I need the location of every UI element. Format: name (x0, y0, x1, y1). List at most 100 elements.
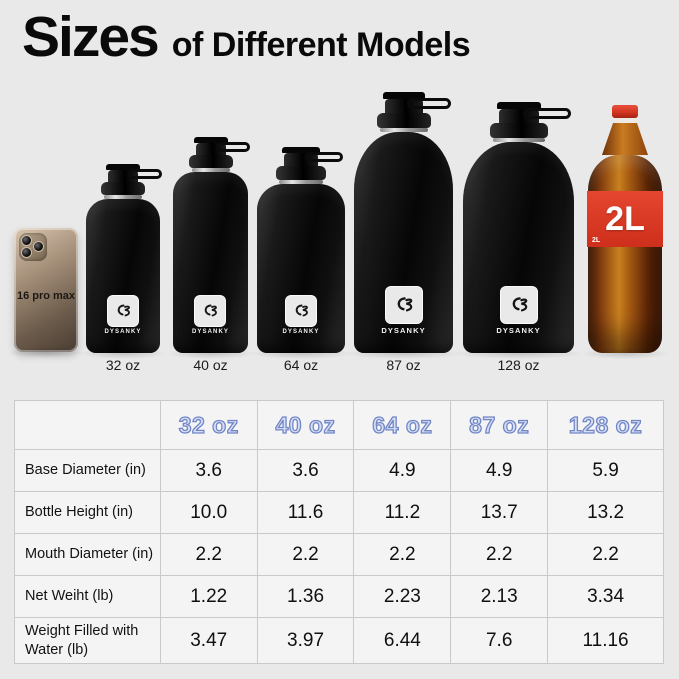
row-label: Weight Filled with Water (lb) (14, 617, 161, 664)
column-header-32-oz: 32 oz (159, 400, 258, 450)
spec-table-container: 32 oz 40 oz 64 oz 87 oz 128 oz Base Diameter… (14, 400, 664, 664)
brand-glyph-icon (205, 304, 218, 317)
shadow (582, 348, 668, 359)
camera-lens-icon (33, 241, 44, 252)
spec-table: 32 oz 40 oz 64 oz 87 oz 128 oz Base Diameter… (14, 400, 664, 664)
table-cell: 3.34 (547, 575, 664, 618)
bottle-lid (106, 164, 140, 170)
table-cell: 3.47 (159, 617, 258, 664)
phone-label: 16 pro max (16, 290, 76, 302)
bottle-128oz: DYSANKY (454, 102, 583, 359)
brand-name: DYSANKY (104, 329, 142, 335)
title-main: Sizes (22, 5, 160, 69)
bottle-cap (101, 182, 145, 195)
steel-neck-ring (492, 138, 545, 142)
brand-name: DYSANKY (191, 329, 230, 335)
table-row: Net Weiht (lb) 1.22 1.36 2.23 2.13 3.34 (14, 575, 664, 618)
shadow (249, 348, 353, 359)
brand-logo-icon (195, 296, 226, 326)
table-cell: 11.16 (547, 617, 664, 664)
bottle-body: DYSANKY (354, 132, 453, 353)
brand-logo-icon (107, 296, 138, 326)
shadow (346, 348, 461, 359)
table-row: Base Diameter (in) 3.6 3.6 4.9 4.9 5.9 (14, 449, 664, 492)
bottle-handle (216, 142, 250, 152)
title-sub: of Different Models (171, 26, 471, 64)
table-cell: 3.97 (256, 617, 355, 664)
table-cell: 2.13 (450, 575, 549, 618)
brand-glyph-icon (512, 297, 527, 312)
bottle-caption-87oz: 87 oz (386, 357, 421, 373)
bottle-handle (305, 152, 343, 162)
table-cell: 7.6 (450, 617, 549, 664)
table-header-row: 32 oz 40 oz 64 oz 87 oz 128 oz (14, 400, 664, 450)
table-cell: 6.44 (353, 617, 452, 664)
brand-logo: DYSANKY (104, 296, 141, 335)
table-cell: 5.9 (547, 449, 664, 492)
bottle-cap (376, 113, 431, 128)
table-cell: 2.2 (547, 533, 664, 576)
table-cell: 3.6 (159, 449, 258, 492)
bottle-87oz: DYSANKY (346, 92, 461, 359)
shadow (454, 348, 583, 359)
cola-label: 2L 2L (587, 191, 663, 247)
steel-neck-ring (191, 168, 230, 172)
bottle-lid (282, 147, 320, 153)
shadow (167, 348, 254, 359)
cola-volume-label-small: 2L (592, 237, 601, 244)
table-cell: 13.2 (547, 491, 664, 534)
bottle-64oz: DYSANKY (249, 147, 353, 359)
table-cell: 2.2 (353, 533, 452, 576)
camera-lens-icon (21, 247, 32, 258)
table-cell: 2.23 (353, 575, 452, 618)
bottle-handle (407, 98, 451, 109)
table-cell: 2.2 (256, 533, 355, 576)
cola-neck-collar (615, 118, 635, 123)
bottle-cap (489, 123, 548, 138)
row-label: Base Diameter (in) (14, 449, 161, 492)
steel-neck-ring (104, 195, 142, 199)
brand-glyph-icon (397, 297, 412, 312)
bottle-lid (382, 92, 425, 99)
brand-logo-icon (385, 287, 422, 323)
brand-logo-icon (285, 296, 316, 326)
cola-cap (612, 105, 638, 118)
brand-logo-icon (500, 287, 537, 323)
table-cell: 11.2 (353, 491, 452, 534)
brand-name: DYSANKY (496, 326, 541, 335)
table-row: Bottle Height (in) 10.0 11.6 11.2 13.7 13.2 (14, 491, 664, 534)
cola-body: 2L 2L (587, 155, 663, 353)
bottle-32oz: DYSANKY (80, 164, 166, 359)
table-cell: 1.36 (256, 575, 355, 618)
bottle-caption-128oz: 128 oz (497, 357, 540, 373)
bottle-lid (496, 102, 541, 109)
row-label: Net Weiht (lb) (14, 575, 161, 618)
camera-lens-icon (21, 235, 32, 246)
phone-16-pro-max: 16 pro max (8, 228, 84, 358)
cola-volume-label: 2L (605, 199, 645, 238)
shadow (8, 347, 84, 358)
bottle-body: DYSANKY (173, 172, 248, 353)
table-cell: 13.7 (450, 491, 549, 534)
page-title: Sizes of Different Models (22, 4, 471, 70)
bottle-cap (276, 166, 326, 180)
bottle-body: DYSANKY (257, 184, 345, 353)
bottle-handle (523, 108, 571, 119)
brand-logo: DYSANKY (192, 296, 229, 335)
row-label: Bottle Height (in) (14, 491, 161, 534)
table-corner-cell (14, 400, 161, 450)
cola-neck (602, 123, 648, 155)
bottle-spout (384, 99, 423, 113)
bottle-body: DYSANKY (86, 199, 160, 353)
shadow (80, 348, 166, 359)
column-header-87-oz: 87 oz (450, 400, 549, 450)
bottle-caption-32oz: 32 oz (105, 357, 141, 373)
column-header-40-oz: 40 oz (256, 400, 355, 450)
cola-bottle-2l: 2L 2L (582, 105, 668, 359)
brand-logo: DYSANKY (282, 296, 319, 335)
brand-logo: DYSANKY (496, 287, 540, 335)
steel-neck-ring (379, 128, 428, 132)
bottle-handle (128, 169, 162, 179)
row-label: Mouth Diameter (in) (14, 533, 161, 576)
bottle-body: DYSANKY (463, 142, 574, 353)
